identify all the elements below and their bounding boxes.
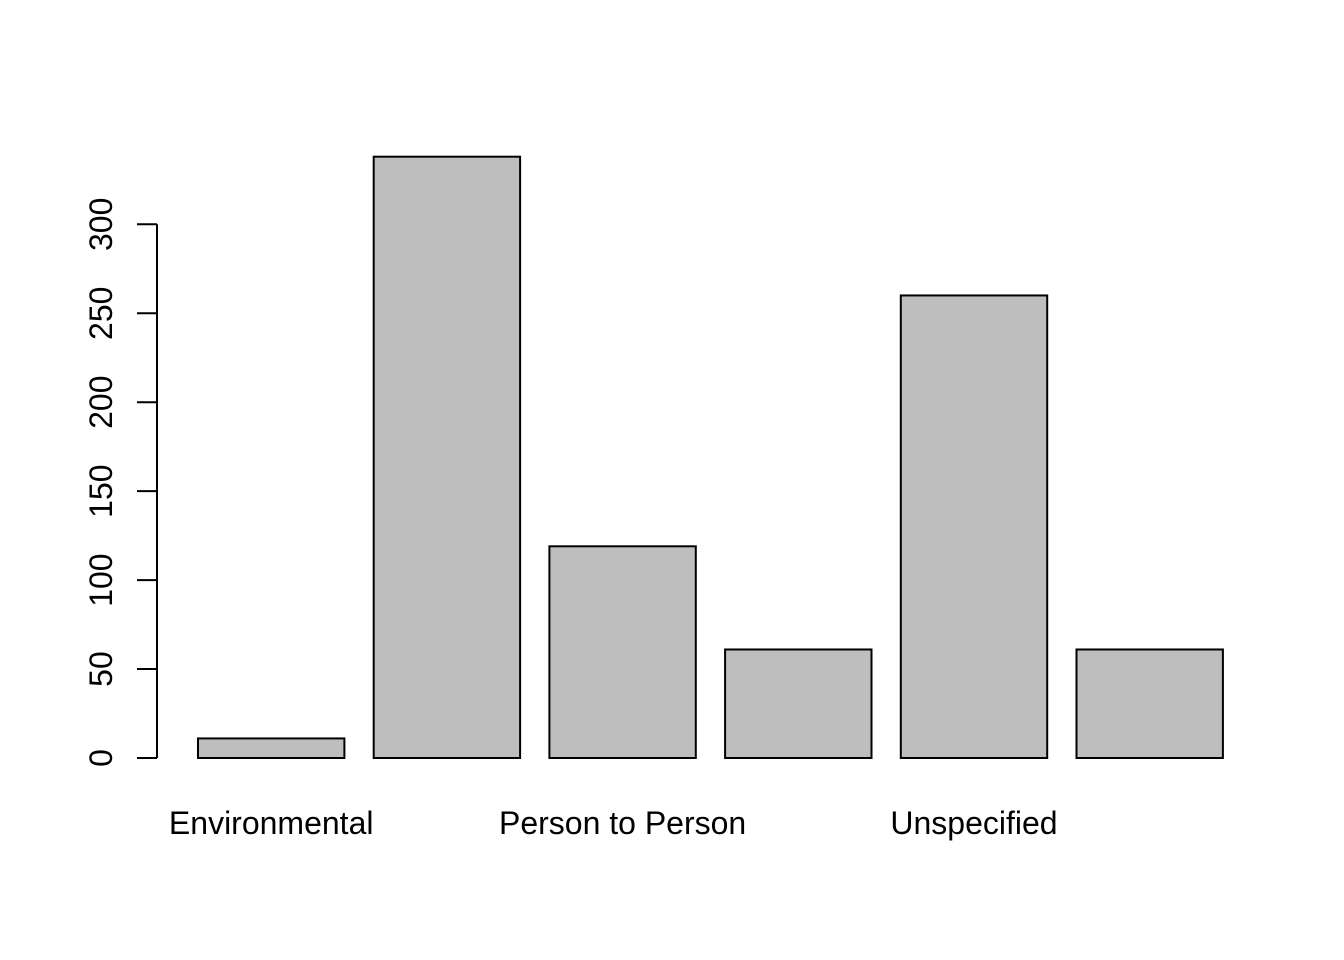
y-tick-label: 0 xyxy=(83,749,119,767)
y-tick-label: 250 xyxy=(83,287,119,340)
bars-group xyxy=(197,155,1224,760)
y-tick-label: 100 xyxy=(83,553,119,606)
x-tick-label: Person to Person xyxy=(499,805,746,841)
bar-3 xyxy=(548,545,697,760)
bar-4 xyxy=(724,648,873,760)
bar-6 xyxy=(1075,648,1224,760)
y-tick-label: 300 xyxy=(83,198,119,251)
x-tick-label: Environmental xyxy=(169,805,374,841)
y-tick-label: 50 xyxy=(83,651,119,687)
bar-1 xyxy=(197,737,346,760)
x-tick-label: Unspecified xyxy=(890,805,1057,841)
y-tick-label: 200 xyxy=(83,376,119,429)
y-tick-label: 150 xyxy=(83,464,119,517)
bar-5 xyxy=(899,294,1049,759)
x-axis-labels: Environmental Person to Person Unspecified xyxy=(169,805,1058,841)
y-axis: 0 50 100 150 200 250 300 xyxy=(83,198,158,767)
bar-2 xyxy=(372,155,522,759)
